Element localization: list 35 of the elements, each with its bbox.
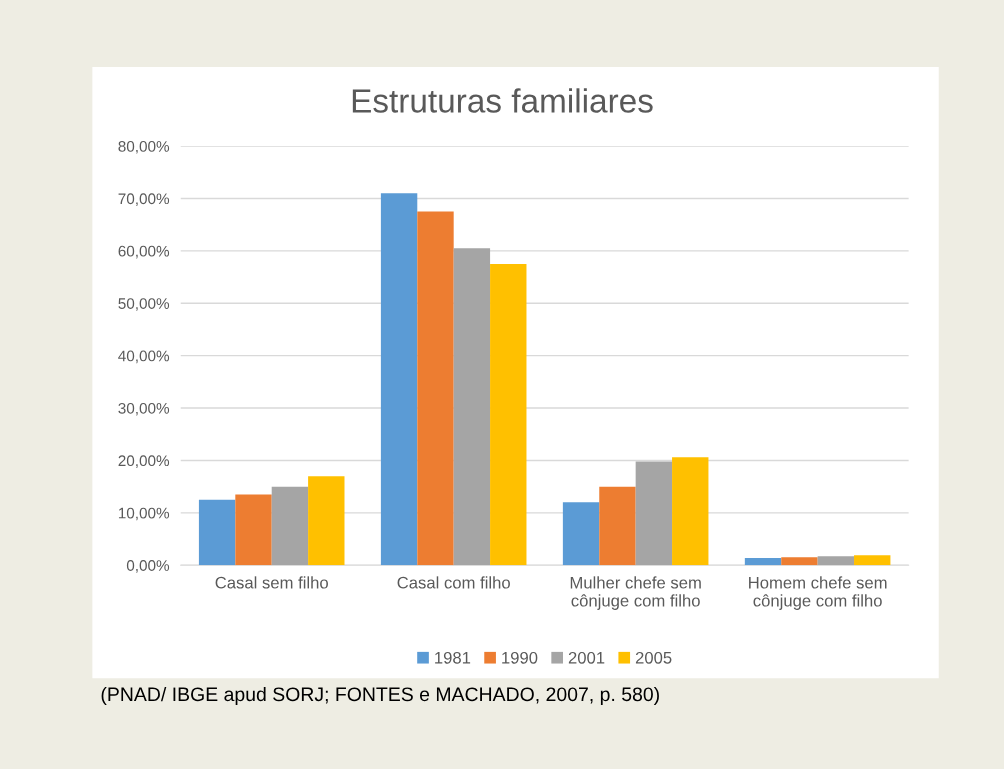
chart-title: Estruturas familiares (352, 88, 653, 113)
y-tick-label: 10,00% (118, 507, 170, 521)
y-tick-label: 30,00% (118, 402, 170, 416)
bar (744, 557, 782, 566)
bar (453, 248, 491, 566)
bar (271, 486, 309, 566)
bar (308, 476, 345, 566)
text: (PNAD/ IBGE apud SORJ; FONTES e MACHADO, 2007, p. 580) (101, 686, 659, 706)
bar (380, 193, 418, 566)
bar (817, 556, 855, 566)
bar (562, 502, 600, 566)
legend-label: 2005 (635, 651, 672, 664)
y-tick-label: 70,00% (118, 193, 170, 206)
y-tick-label: 50,00% (118, 298, 170, 311)
y-tick-label: 80,00% (118, 140, 170, 154)
x-tick-label: Casal sem filho (215, 576, 328, 589)
bar (781, 557, 818, 566)
bar (854, 555, 891, 566)
legend-label: 1981 (435, 651, 471, 664)
legend-label: 2001 (568, 651, 605, 664)
bar (672, 457, 709, 566)
y-tick-label: 60,00% (118, 245, 170, 259)
y-tick-label: 20,00% (118, 455, 170, 468)
bar (235, 494, 272, 566)
legend-label: 1990 (502, 651, 538, 664)
bar (198, 499, 236, 566)
x-tick-label: Casal com filho (397, 576, 510, 589)
y-tick-label: 0,00% (126, 560, 170, 573)
x-tick-label: Homem chefe sem cônjuge com filho (749, 576, 887, 610)
y-tick-label: 40,00% (118, 350, 170, 364)
bar (417, 211, 454, 566)
x-tick-label: Mulher chefe sem cônjuge com filho (570, 576, 701, 610)
bar (599, 486, 636, 566)
bar (635, 461, 673, 566)
bar (490, 263, 527, 566)
